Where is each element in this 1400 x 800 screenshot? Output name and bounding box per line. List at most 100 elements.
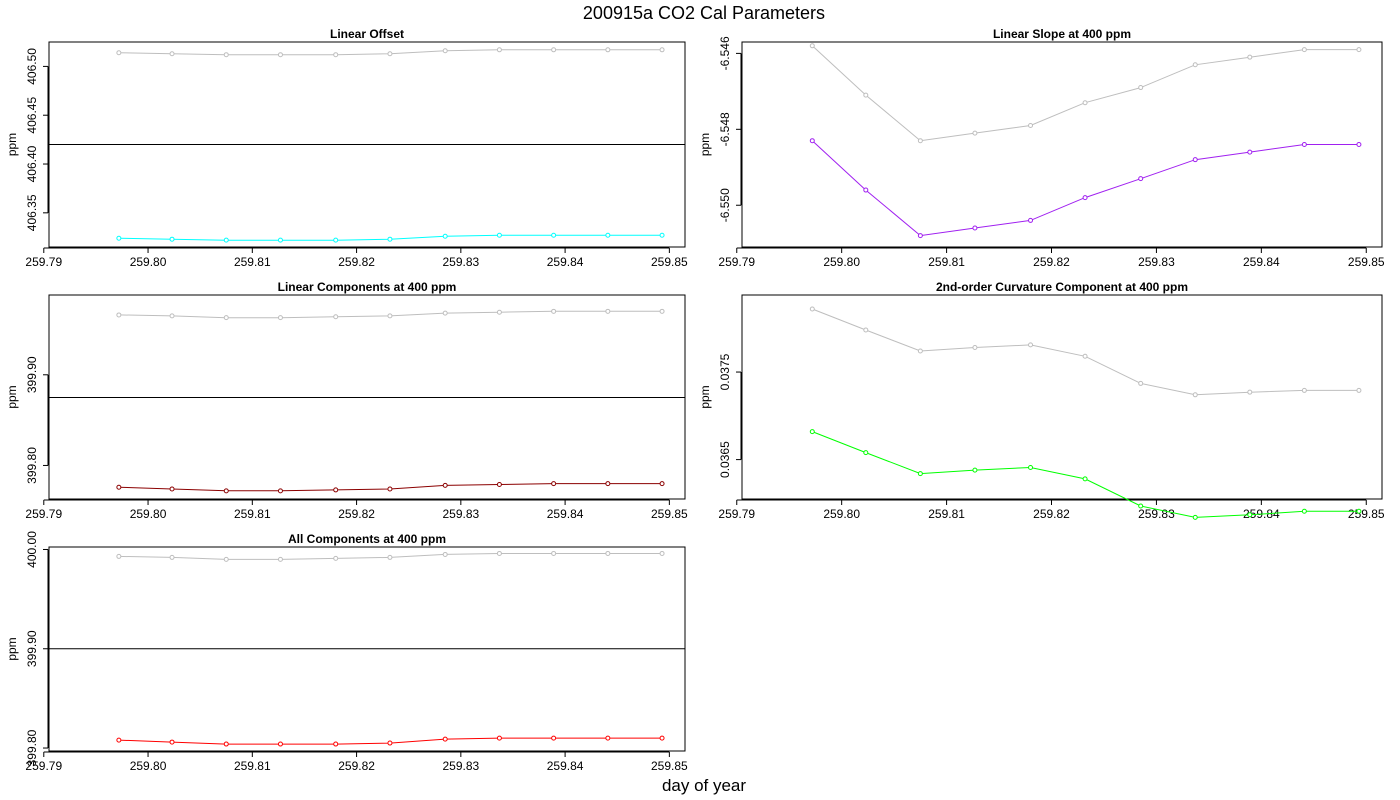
data-point xyxy=(169,486,175,492)
data-point xyxy=(1247,389,1253,395)
data-point xyxy=(223,315,229,321)
x-tick-label: 259.85 xyxy=(1348,507,1385,521)
data-point xyxy=(1028,217,1034,223)
data-point xyxy=(659,308,665,314)
x-tick-label: 259.83 xyxy=(442,507,479,521)
data-point xyxy=(1082,100,1088,106)
data-point xyxy=(223,52,229,58)
x-tick-label: 259.84 xyxy=(547,255,584,269)
data-point xyxy=(223,556,229,562)
data-point xyxy=(496,481,502,487)
data-point xyxy=(1301,508,1307,514)
data-point xyxy=(1138,503,1144,509)
data-point xyxy=(1301,142,1307,147)
data-point xyxy=(1356,508,1362,514)
data-point xyxy=(116,737,122,743)
data-point xyxy=(551,481,557,487)
data-point xyxy=(917,233,923,239)
data-point xyxy=(1356,142,1362,147)
data-point xyxy=(116,50,122,56)
data-point xyxy=(605,47,611,53)
data-point xyxy=(387,236,393,242)
x-tick-label: 259.80 xyxy=(130,255,167,269)
data-point xyxy=(972,225,978,231)
data-point xyxy=(809,43,815,49)
data-point xyxy=(442,233,448,239)
x-tick-label: 259.83 xyxy=(442,759,479,773)
data-point xyxy=(277,52,283,58)
x-tick-label: 259.82 xyxy=(338,507,375,521)
data-point xyxy=(333,52,339,58)
panel-1: Linear Offset ppm 259.79 259.80 259.81 259.82… xyxy=(5,27,688,269)
series-1 xyxy=(116,550,665,562)
y-axis-label: ppm xyxy=(698,385,712,408)
y-tick-label: 400.00 xyxy=(25,531,39,568)
data-point xyxy=(1356,47,1362,53)
data-point xyxy=(1247,54,1253,60)
data-point xyxy=(116,484,122,490)
x-tick-label: 259.79 xyxy=(718,255,755,269)
data-point xyxy=(551,47,557,53)
y-tick-label: 406.50 xyxy=(25,48,39,85)
series-1 xyxy=(116,308,665,321)
data-point xyxy=(223,741,229,747)
y-axis-label: ppm xyxy=(5,133,19,156)
data-point xyxy=(1192,392,1198,398)
series-1 xyxy=(809,43,1362,144)
x-tick-label: 259.83 xyxy=(1138,507,1175,521)
x-tick-label: 259.80 xyxy=(823,507,860,521)
x-tick-label: 259.79 xyxy=(25,507,62,521)
data-point xyxy=(1028,342,1034,348)
x-tick-label: 259.79 xyxy=(25,759,62,773)
series-2 xyxy=(809,138,1362,239)
y-tick-label: 399.90 xyxy=(25,630,39,667)
data-point xyxy=(277,315,283,321)
panel-frame xyxy=(741,41,1383,248)
data-point xyxy=(387,740,393,746)
data-point xyxy=(442,551,448,557)
y-axis-label: ppm xyxy=(698,133,712,156)
x-tick-label: 259.84 xyxy=(547,507,584,521)
x-axis-label: day of year xyxy=(662,776,746,795)
panel-frame xyxy=(741,294,1383,500)
data-point xyxy=(387,486,393,492)
data-point xyxy=(169,739,175,745)
series-1 xyxy=(116,47,665,58)
x-tick-label: 259.83 xyxy=(1138,255,1175,269)
y-tick-label: 399.90 xyxy=(25,356,39,393)
data-point xyxy=(387,554,393,560)
data-point xyxy=(659,735,665,741)
x-tick-label: 259.81 xyxy=(928,255,965,269)
data-point xyxy=(169,554,175,560)
x-tick-label: 259.82 xyxy=(338,255,375,269)
data-point xyxy=(496,550,502,556)
data-point xyxy=(1082,195,1088,201)
x-tick-label: 259.85 xyxy=(651,507,688,521)
data-point xyxy=(333,487,339,493)
y-tick-label: -6.546 xyxy=(718,36,732,70)
data-point xyxy=(1028,123,1034,129)
x-tick-label: 259.79 xyxy=(718,507,755,521)
x-tick-label: 259.80 xyxy=(130,759,167,773)
y-tick-label: -6.550 xyxy=(718,188,732,222)
data-point xyxy=(917,138,923,144)
series-1 xyxy=(809,306,1362,398)
y-tick-label: 406.35 xyxy=(25,194,39,231)
data-point xyxy=(496,735,502,741)
data-point xyxy=(863,187,869,193)
data-point xyxy=(1301,47,1307,53)
data-point xyxy=(1082,353,1088,359)
x-tick-label: 259.84 xyxy=(1243,255,1280,269)
data-point xyxy=(496,309,502,315)
data-point xyxy=(1247,149,1253,155)
data-point xyxy=(605,481,611,487)
data-point xyxy=(223,237,229,243)
panel-title: Linear Slope at 400 ppm xyxy=(993,27,1131,41)
data-point xyxy=(277,741,283,747)
data-point xyxy=(116,553,122,559)
x-tick-label: 259.81 xyxy=(234,759,271,773)
y-tick-label: 399.80 xyxy=(25,729,39,766)
data-point xyxy=(169,313,175,319)
data-point xyxy=(551,550,557,556)
figure-title: 200915a CO2 Cal Parameters xyxy=(583,3,825,23)
